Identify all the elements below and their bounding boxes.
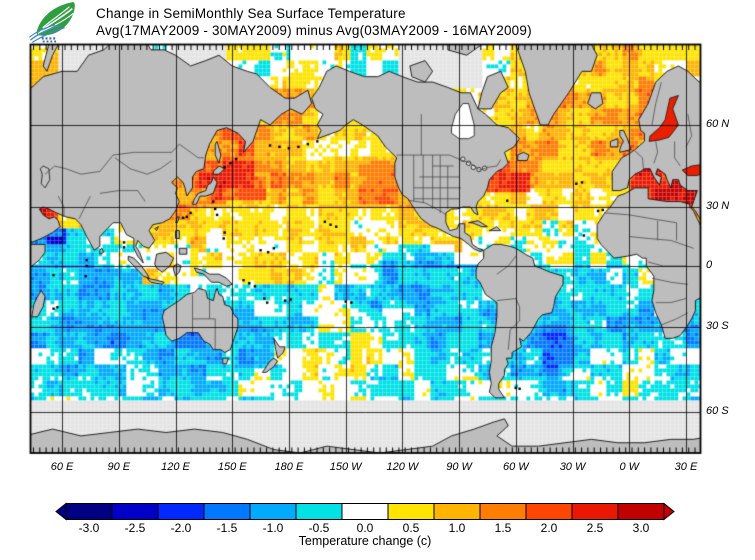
colorbar-tick-value: -3.0 [78,521,100,535]
colorbar-cell [249,503,297,520]
lon-tick-label: 0 W [619,461,640,473]
lat-tick-label: 30 N [706,200,730,212]
lon-tick-label: 60 E [50,461,74,473]
lon-tick-label: 120 W [386,461,419,473]
colorbar-left-arrow [55,502,67,521]
colorbar [55,502,675,521]
lon-tick-label: 90 E [107,461,131,473]
lat-tick-label: 60 N [706,118,730,130]
lat-tick-label: 30 S [706,320,729,332]
colorbar-tick-value: -0.5 [308,521,330,535]
lon-tick-label: 120 E [161,461,190,473]
lon-tick-label: 90 W [446,461,472,473]
colorbar-tick-value: -2.5 [124,521,146,535]
colorbar-tick-value: 1.5 [494,521,512,535]
colorbar-tick-value: 0.5 [402,521,420,535]
colorbar-cell [433,503,481,520]
lat-tick-label: 60 S [706,405,729,417]
colorbar-tick-value: -2.0 [170,521,192,535]
lon-tick-label: 180 E [274,461,304,473]
lon-tick-label: 150 E [217,461,247,473]
lon-tick-label: 60 W [502,461,529,473]
colorbar-right-arrow [663,502,675,521]
colorbar-cell [295,503,343,520]
colorbar-cell [571,503,619,520]
colorbar-cell [203,503,251,520]
lat-tick-label: 0 [706,259,713,271]
lon-tick-label: 30 E [674,461,698,473]
colorbar-tick-value: 2.0 [540,521,558,535]
colorbar-tick-value: 3.0 [632,521,650,535]
colorbar-cell [111,503,159,520]
colorbar-tick-value: 1.0 [448,521,466,535]
colorbar-cell [341,503,389,520]
colorbar-caption: Temperature change (c) [298,534,432,548]
lon-tick-label: 150 W [329,461,362,473]
colorbar-cell [65,503,113,520]
colorbar-tick-value: 2.5 [586,521,604,535]
colorbar-tick-value: -1.0 [262,521,284,535]
colorbar-cell [157,503,205,520]
colorbar-cell [387,503,435,520]
colorbar-cell [479,503,527,520]
colorbar-tick-value: 0.0 [356,521,374,535]
colorbar-cell [525,503,573,520]
lon-tick-label: 30 W [559,461,586,473]
colorbar-tick-value: -1.5 [216,521,238,535]
colorbar-cell [617,503,665,520]
